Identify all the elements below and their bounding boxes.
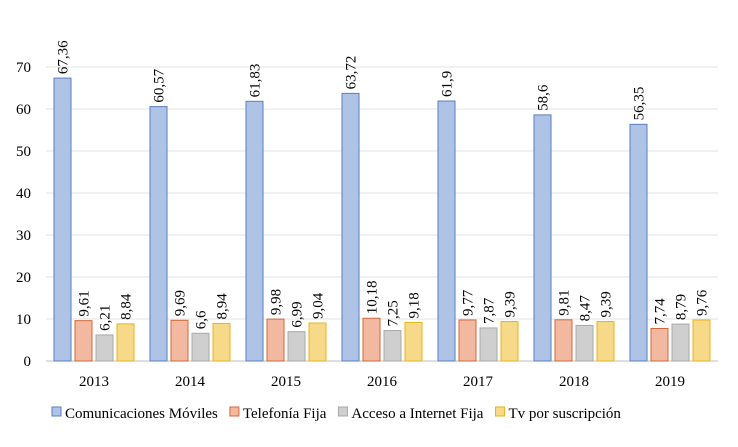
bar: [500, 321, 519, 362]
bar: [458, 319, 477, 362]
data-label: 6,21: [98, 305, 114, 331]
data-label: 9,39: [599, 291, 615, 317]
data-label: 9,81: [557, 290, 573, 316]
data-label: 60,57: [152, 68, 168, 102]
legend-swatch: [51, 406, 62, 417]
data-label: 9,04: [311, 292, 327, 319]
y-tick-label: 30: [16, 228, 31, 244]
bar: [671, 323, 690, 362]
data-label: 7,25: [386, 300, 402, 326]
bar: [74, 320, 93, 362]
y-axis-ticks: 0 10 20 30 40 50 60 70: [16, 60, 31, 370]
data-label: 7,74: [653, 298, 669, 325]
data-label: 8,84: [119, 293, 135, 320]
data-label: 9,61: [77, 290, 93, 316]
x-tick-label: 2017: [463, 374, 494, 390]
bar: [191, 332, 210, 362]
data-label: 58,6: [536, 84, 552, 111]
x-axis-ticks: 2013 2014 2015 2016 2017 2018 2019: [79, 374, 685, 390]
bar: [383, 330, 402, 362]
data-label: 56,35: [632, 87, 648, 121]
bar: [629, 123, 648, 362]
bar: [533, 114, 552, 362]
bar: [554, 319, 573, 362]
data-label: 8,94: [215, 293, 231, 320]
bar: [53, 77, 72, 362]
data-label: 9,18: [407, 292, 423, 318]
bar: [116, 323, 135, 362]
bar: [479, 327, 498, 362]
data-label: 8,79: [674, 294, 690, 320]
y-tick-label: 0: [24, 354, 32, 370]
bar: [287, 331, 306, 362]
y-tick-label: 60: [16, 102, 31, 118]
bar: [650, 327, 669, 362]
data-label: 61,9: [440, 71, 456, 97]
bar: [308, 322, 327, 362]
bar: [596, 321, 615, 362]
bars: [53, 77, 711, 362]
legend: Comunicaciones Móviles Telefonía Fija Acce…: [51, 406, 621, 422]
legend-label: Comunicaciones Móviles: [65, 406, 218, 422]
data-label: 6,99: [290, 301, 306, 327]
data-label: 61,83: [248, 64, 264, 98]
y-tick-label: 70: [16, 60, 31, 76]
data-label: 63,72: [344, 56, 360, 90]
y-tick-label: 40: [16, 186, 31, 202]
bar: [341, 92, 360, 362]
data-label: 9,77: [461, 289, 477, 316]
data-label: 8,47: [578, 295, 594, 322]
bar: [437, 100, 456, 362]
data-label: 67,36: [56, 40, 72, 74]
bar: [362, 317, 381, 362]
x-tick-label: 2013: [79, 374, 109, 390]
data-label: 9,98: [269, 289, 285, 315]
legend-label: Telefonía Fija: [243, 406, 327, 422]
bar: [170, 319, 189, 362]
gridlines: [46, 66, 718, 362]
bar: [212, 322, 231, 362]
bar: [266, 318, 285, 362]
legend-label: Tv por suscripción: [508, 406, 621, 422]
legend-label: Acceso a Internet Fija: [351, 406, 483, 422]
y-tick-label: 20: [16, 270, 31, 286]
data-label: 9,69: [173, 290, 189, 316]
x-tick-label: 2014: [175, 374, 206, 390]
bar: [95, 334, 114, 362]
bar: [404, 321, 423, 362]
bar: [692, 319, 711, 362]
bar: [575, 324, 594, 362]
bar: [245, 100, 264, 362]
legend-swatch: [337, 406, 348, 417]
x-tick-label: 2016: [367, 374, 398, 390]
data-label: 6,6: [194, 310, 210, 329]
y-tick-label: 10: [16, 312, 31, 328]
legend-swatch: [229, 406, 240, 417]
data-labels: 67,36 9,61 6,21 8,84 60,57 9,69 6,6 8,94 61,83 9,…: [56, 40, 711, 331]
data-label: 10,18: [365, 280, 381, 314]
y-tick-label: 50: [16, 144, 31, 160]
x-tick-label: 2015: [271, 374, 301, 390]
x-tick-label: 2019: [655, 374, 685, 390]
data-label: 9,39: [503, 291, 519, 317]
x-tick-label: 2018: [559, 374, 589, 390]
data-label: 7,87: [482, 297, 498, 324]
bar: [149, 106, 168, 362]
data-label: 9,76: [695, 289, 711, 316]
legend-swatch: [494, 406, 505, 417]
